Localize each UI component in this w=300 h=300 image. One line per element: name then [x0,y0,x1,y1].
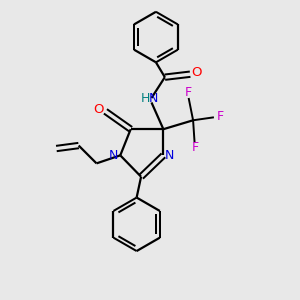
Text: N: N [109,149,119,162]
Text: N: N [149,92,159,105]
Text: N: N [165,149,175,162]
Text: F: F [192,141,199,154]
Text: O: O [191,66,202,79]
Text: O: O [94,103,104,116]
Text: F: F [216,110,224,123]
Text: F: F [184,86,192,99]
Text: H: H [140,92,150,105]
